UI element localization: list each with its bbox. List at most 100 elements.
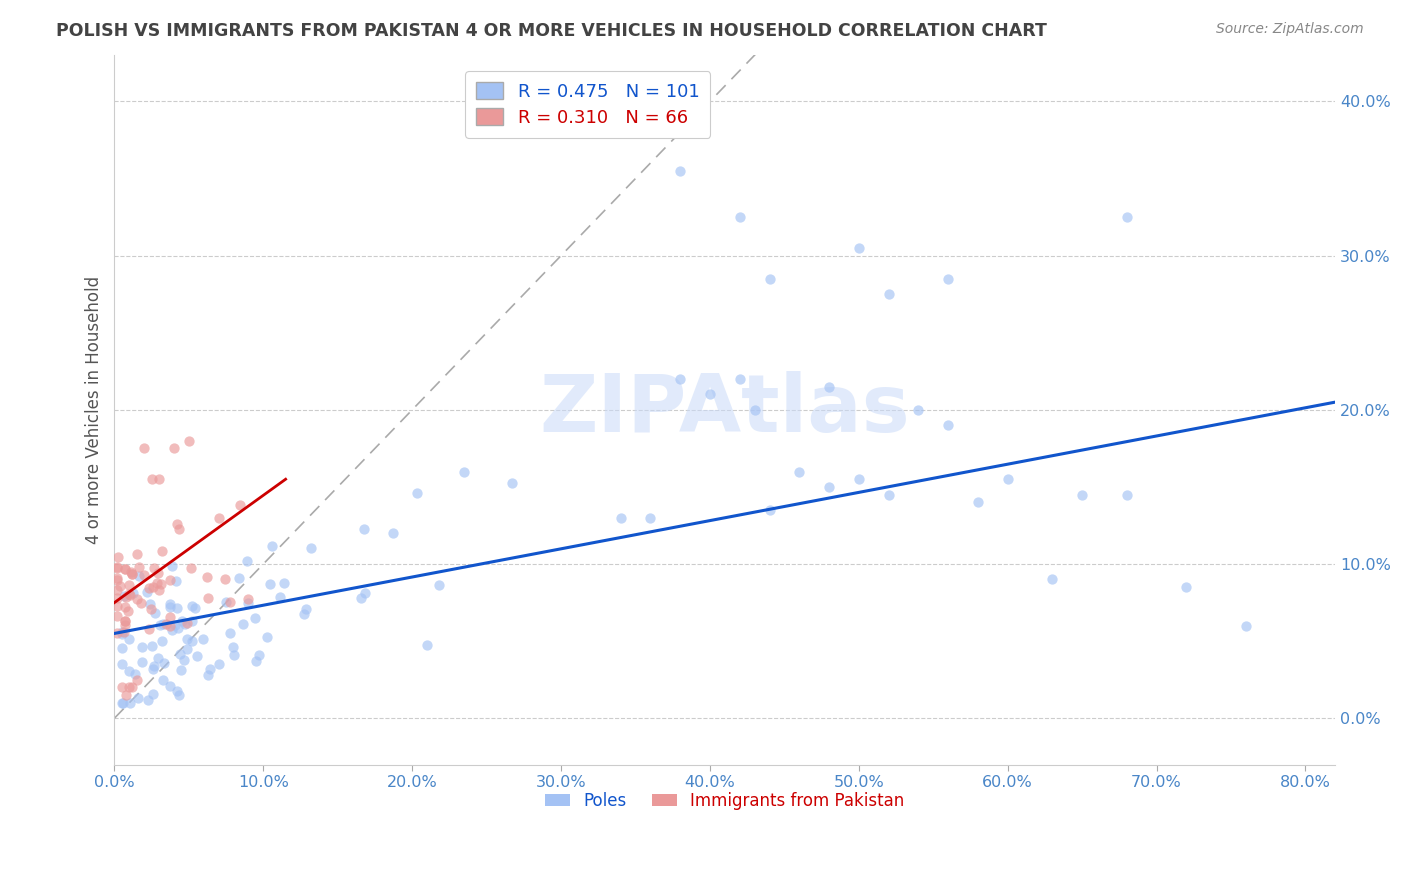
Point [176, 632, 198, 646]
Point [128, 569, 150, 583]
Point [177, 434, 200, 448]
Point [877, 287, 900, 301]
Point [160, 558, 183, 573]
Point [111, 627, 134, 641]
Point [1115, 488, 1137, 502]
Point [127, 690, 149, 705]
Point [350, 591, 373, 606]
Point [215, 595, 238, 609]
Point [744, 402, 766, 417]
Point [159, 599, 181, 614]
Point [159, 610, 181, 624]
Point [120, 565, 142, 579]
Point [105, 625, 128, 640]
Point [105, 574, 128, 588]
Point [114, 614, 136, 628]
Point [105, 599, 128, 614]
Point [105, 560, 128, 574]
Point [128, 560, 150, 574]
Point [121, 567, 143, 582]
Point [141, 602, 163, 616]
Point [111, 681, 134, 695]
Point [148, 651, 170, 665]
Point [787, 465, 810, 479]
Point [967, 495, 990, 509]
Point [127, 547, 149, 561]
Point [114, 599, 136, 614]
Point [149, 576, 172, 591]
Point [166, 601, 188, 615]
Point [118, 681, 141, 695]
Point [142, 662, 165, 676]
Point [728, 372, 751, 386]
Point [180, 599, 202, 613]
Point [299, 541, 322, 556]
Point [117, 604, 139, 618]
Point [295, 601, 318, 615]
Point [170, 663, 193, 677]
Point [1234, 618, 1257, 632]
Point [173, 617, 195, 632]
Point [222, 640, 245, 654]
Point [501, 476, 523, 491]
Point [138, 622, 160, 636]
Point [236, 554, 259, 568]
Point [877, 488, 900, 502]
Point [152, 616, 174, 631]
Point [108, 579, 131, 593]
Point [118, 587, 141, 601]
Point [416, 638, 439, 652]
Point [136, 585, 159, 599]
Point [224, 648, 246, 662]
Point [180, 614, 202, 628]
Point [353, 522, 375, 536]
Point [228, 571, 250, 585]
Point [139, 597, 162, 611]
Point [152, 673, 174, 687]
Point [176, 616, 198, 631]
Point [159, 679, 181, 693]
Point [166, 517, 188, 532]
Point [159, 618, 181, 632]
Point [163, 617, 186, 632]
Point [134, 442, 156, 456]
Point [758, 503, 780, 517]
Text: Source: ZipAtlas.com: Source: ZipAtlas.com [1216, 22, 1364, 37]
Point [669, 372, 692, 386]
Point [382, 526, 405, 541]
Point [115, 688, 138, 702]
Point [125, 673, 148, 687]
Point [107, 549, 129, 564]
Point [640, 510, 662, 524]
Point [238, 596, 260, 610]
Point [129, 596, 152, 610]
Point [153, 656, 176, 670]
Point [120, 588, 142, 602]
Point [141, 472, 163, 486]
Point [118, 696, 141, 710]
Point [114, 589, 136, 603]
Point [121, 566, 143, 581]
Point [758, 271, 780, 285]
Text: POLISH VS IMMIGRANTS FROM PAKISTAN 4 OR MORE VEHICLES IN HOUSEHOLD CORRELATION C: POLISH VS IMMIGRANTS FROM PAKISTAN 4 OR … [56, 22, 1047, 40]
Point [165, 574, 187, 588]
Text: ZIPAtlas: ZIPAtlas [540, 371, 910, 449]
Point [141, 639, 163, 653]
Point [121, 681, 143, 695]
Point [256, 630, 278, 644]
Point [131, 640, 153, 654]
Point [114, 618, 136, 632]
Point [114, 562, 136, 576]
Point [173, 652, 195, 666]
Point [142, 687, 165, 701]
Point [818, 380, 841, 394]
Point [427, 577, 450, 591]
Point [262, 539, 284, 553]
Point [219, 595, 242, 609]
Point [149, 617, 172, 632]
Point [191, 632, 214, 646]
Point [180, 561, 202, 575]
Point [125, 591, 148, 606]
Point [218, 626, 240, 640]
Point [245, 654, 267, 668]
